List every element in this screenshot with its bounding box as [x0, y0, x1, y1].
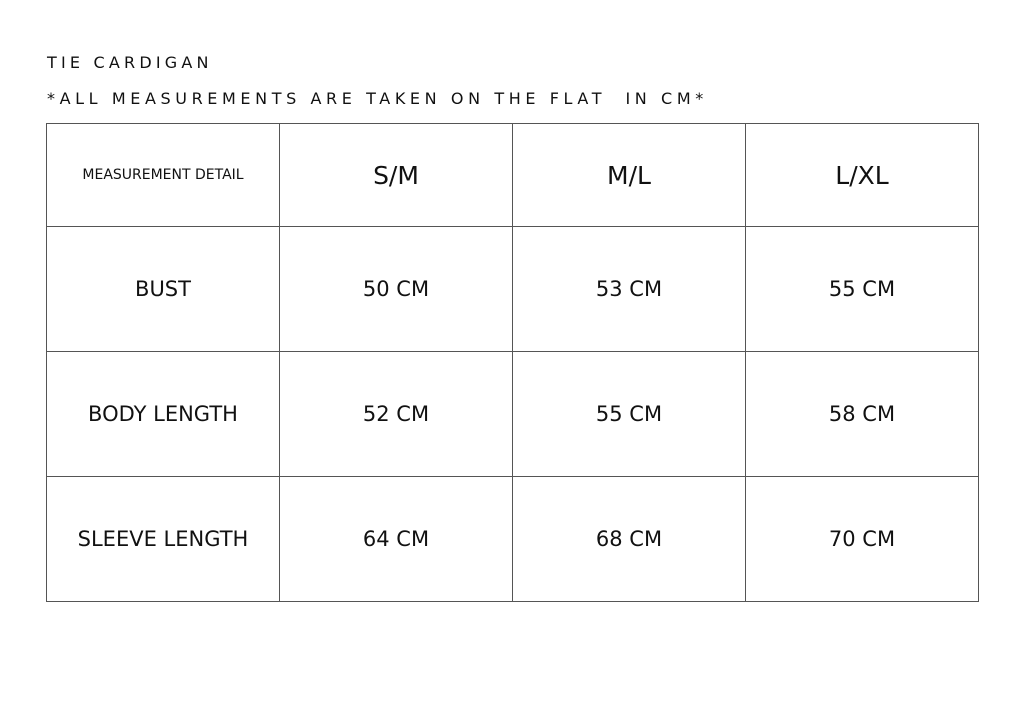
table-row: SLEEVE LENGTH 64 CM 68 CM 70 CM — [46, 476, 979, 602]
header-measurement-detail: MEASUREMENT DETAIL — [46, 123, 280, 227]
header-size: L/XL — [745, 123, 979, 227]
table-cell: 70 CM — [745, 476, 979, 602]
table-header-row: MEASUREMENT DETAIL S/M M/L L/XL — [46, 123, 979, 227]
size-chart-table: MEASUREMENT DETAIL S/M M/L L/XL BUST 50 … — [46, 123, 979, 602]
measurement-note: *ALL MEASUREMENTS ARE TAKEN ON THE FLAT … — [47, 89, 708, 108]
table-cell: 58 CM — [745, 351, 979, 477]
row-label: SLEEVE LENGTH — [46, 476, 280, 602]
table-cell: 55 CM — [512, 351, 746, 477]
table-cell: 50 CM — [279, 226, 513, 352]
table-row: BUST 50 CM 53 CM 55 CM — [46, 226, 979, 352]
header-size: M/L — [512, 123, 746, 227]
table-cell: 53 CM — [512, 226, 746, 352]
table-cell: 52 CM — [279, 351, 513, 477]
table-cell: 55 CM — [745, 226, 979, 352]
page-title: TIE CARDIGAN — [47, 53, 213, 72]
header-size: S/M — [279, 123, 513, 227]
table-cell: 68 CM — [512, 476, 746, 602]
table-row: BODY LENGTH 52 CM 55 CM 58 CM — [46, 351, 979, 477]
table-cell: 64 CM — [279, 476, 513, 602]
row-label: BODY LENGTH — [46, 351, 280, 477]
row-label: BUST — [46, 226, 280, 352]
